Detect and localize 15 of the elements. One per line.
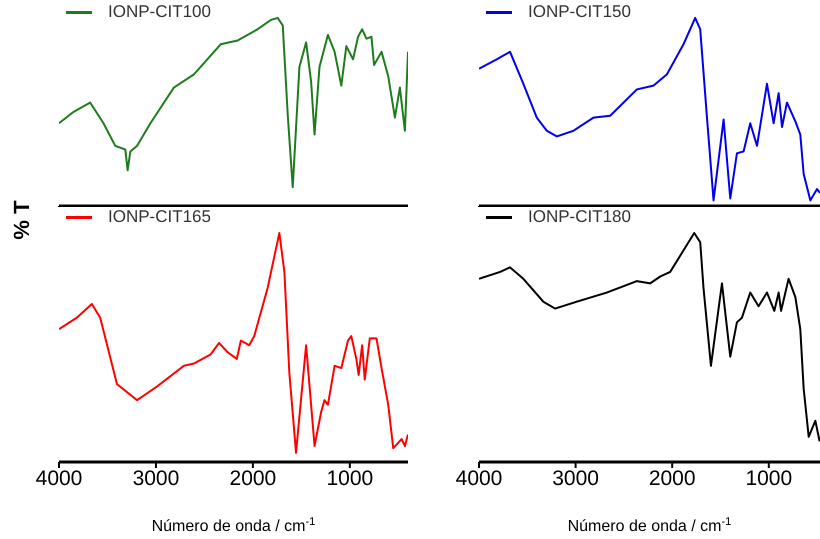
- x-axis-title: Número de onda / cm$^{-1}$: [152, 516, 316, 535]
- x-tick-label: 1000: [326, 466, 374, 490]
- x-tick-label: 4000: [36, 466, 82, 490]
- x-tick-label: 3000: [132, 466, 180, 490]
- legend-label: IONP-CIT100: [108, 2, 211, 22]
- x-tick-label: 3000: [552, 466, 599, 490]
- y-axis-title: % T: [9, 200, 35, 240]
- legend-label: IONP-CIT165: [108, 207, 211, 227]
- x-tick-label: 2000: [230, 466, 276, 490]
- legend-label: IONP-CIT150: [528, 2, 631, 22]
- x-axis-title: Número de onda / cm$^{-1}$: [568, 516, 732, 535]
- x-tick-label: 2000: [648, 466, 696, 490]
- legend-label: IONP-CIT180: [528, 207, 631, 227]
- x-tick-label: 1000: [745, 466, 792, 490]
- x-tick-label: 4000: [456, 466, 502, 490]
